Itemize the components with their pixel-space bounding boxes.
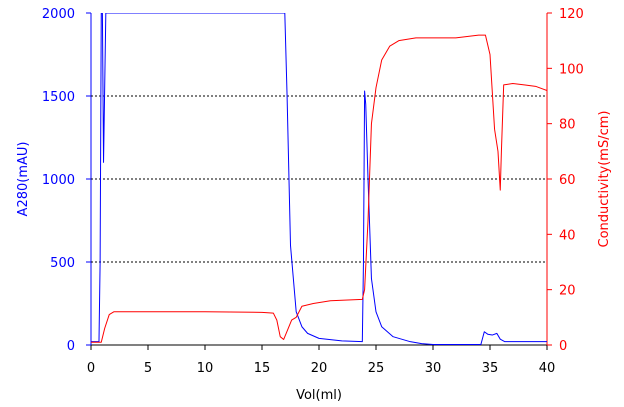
right-y-tick-label: 120 (559, 7, 584, 22)
x-tick-label: 20 (311, 361, 328, 376)
right-y-tick-label: 20 (559, 284, 576, 299)
right-y-tick-label: 40 (559, 228, 576, 243)
x-tick-label: 25 (368, 361, 385, 376)
x-tick-label: 0 (87, 361, 95, 376)
x-tick-label: 5 (144, 361, 152, 376)
x-tick-label: 35 (482, 361, 499, 376)
left-y-tick-label: 0 (67, 339, 75, 354)
a280-line (91, 13, 547, 345)
right-y-axis-title: Conductivity(mS/cm) (597, 111, 612, 248)
x-tick-label: 30 (425, 361, 442, 376)
right-y-tick-label: 60 (559, 173, 576, 188)
x-tick-label: 10 (197, 361, 214, 376)
x-tick-label: 40 (539, 361, 556, 376)
right-y-tick-label: 0 (559, 339, 567, 354)
tick-layer: 0 5 10 15 20 25 30 35 40050010001500200002040608… (42, 7, 584, 376)
right-y-tick-label: 100 (559, 62, 584, 77)
series-layer (91, 13, 547, 345)
left-y-tick-label: 1000 (42, 173, 75, 188)
left-y-tick-label: 500 (50, 256, 75, 271)
left-y-tick-label: 2000 (42, 7, 75, 22)
left-y-tick-label: 1500 (42, 90, 75, 105)
conductivity-line (91, 34, 547, 343)
right-y-tick-label: 80 (559, 118, 576, 133)
left-y-axis-title: A280(mAU) (16, 142, 31, 217)
grid-layer (91, 95, 547, 263)
x-tick-label: 15 (254, 361, 271, 376)
x-axis-title: Vol(ml) (296, 388, 342, 403)
